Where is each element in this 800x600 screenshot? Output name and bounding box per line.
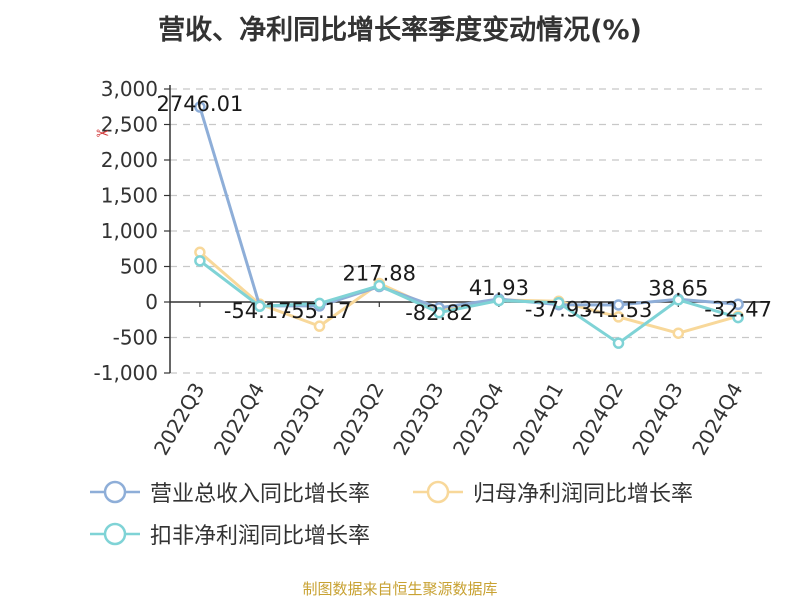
data-labels: 2746.01 -54.17-55.17 217.88 -82.8241.93-37.… bbox=[156, 92, 771, 325]
data-point bbox=[194, 255, 206, 267]
x-tick-label: 2023Q2 bbox=[328, 379, 388, 460]
data-label: -82.82 bbox=[405, 301, 473, 325]
x-tick-label: 2023Q3 bbox=[388, 378, 448, 459]
legend-item-deducted-net-profit[interactable]: 扣非净利润同比增长率 bbox=[88, 518, 370, 550]
data-point bbox=[672, 294, 685, 306]
data-label: -37.93 bbox=[525, 298, 593, 322]
x-tick-label: 2022Q4 bbox=[209, 379, 269, 460]
x-tick-label: 2024Q4 bbox=[687, 379, 747, 460]
y-tick-label: 0 bbox=[145, 290, 158, 314]
data-point bbox=[313, 297, 326, 310]
data-point bbox=[552, 296, 565, 309]
data-point bbox=[493, 294, 505, 307]
x-tick-label: 2024Q2 bbox=[568, 379, 628, 460]
legend-label: 扣非净利润同比增长率 bbox=[150, 524, 371, 549]
data-point bbox=[433, 306, 445, 319]
data-point bbox=[732, 298, 744, 311]
grid-lines bbox=[170, 88, 768, 374]
y-tick-label: 500 bbox=[120, 255, 158, 279]
legend-label: 归母净利润同比增长率 bbox=[473, 482, 694, 507]
source-note: 制图数据来自恒生聚源数据库 bbox=[302, 580, 498, 598]
data-point bbox=[612, 337, 625, 349]
chart-title: 营收、净利同比增长率季度变动情况(%) bbox=[158, 15, 642, 46]
data-point bbox=[732, 311, 744, 324]
data-label: -55.17 bbox=[284, 299, 352, 323]
series-line bbox=[198, 259, 739, 345]
legend-marker-icon bbox=[90, 480, 140, 504]
data-label: -41.53 bbox=[585, 298, 653, 322]
legend-item-revenue[interactable]: 营业总收入同比增长率 bbox=[88, 476, 370, 508]
x-tick-label: 2023Q1 bbox=[269, 379, 329, 460]
legend-label: 营业总收入同比增长率 bbox=[150, 482, 371, 507]
axes: -1,000-50005001,0001,5002,0002,5003,0002… bbox=[94, 77, 768, 459]
data-point bbox=[373, 279, 386, 292]
y-tick-label: -500 bbox=[113, 326, 158, 350]
data-label: 41.93 bbox=[469, 276, 529, 300]
data-point bbox=[612, 299, 625, 311]
y-tick-label: -1,000 bbox=[94, 361, 158, 385]
y-tick-label: 3,000 bbox=[101, 77, 158, 101]
data-label: -54.17 bbox=[224, 299, 292, 323]
data-label: 38.65 bbox=[648, 276, 708, 300]
series-lines bbox=[194, 101, 744, 349]
data-point bbox=[612, 311, 625, 323]
y-tick-label: 2,500 bbox=[101, 113, 158, 137]
y-tick-label: 1,500 bbox=[101, 184, 158, 208]
legend-marker-icon bbox=[90, 522, 140, 546]
x-tick-label: 2024Q1 bbox=[508, 379, 568, 460]
data-point bbox=[313, 320, 326, 332]
legend-item-net-profit[interactable]: 归母净利润同比增长率 bbox=[411, 476, 693, 508]
data-point bbox=[194, 101, 206, 113]
x-tick-label: 2024Q3 bbox=[627, 379, 687, 460]
data-point bbox=[253, 300, 266, 313]
y-tick-label: 1,000 bbox=[101, 219, 158, 243]
scissors-icon: ✂ bbox=[96, 124, 109, 143]
legend-marker-icon bbox=[413, 480, 463, 504]
x-tick-label: 2023Q4 bbox=[448, 379, 508, 460]
data-point bbox=[672, 327, 685, 339]
y-tick-label: 2,000 bbox=[101, 148, 158, 172]
data-label: 217.88 bbox=[343, 262, 416, 286]
x-tick-label: 2022Q3 bbox=[149, 379, 209, 460]
data-label: -32.47 bbox=[704, 297, 772, 321]
data-label: 2746.01 bbox=[156, 92, 243, 116]
